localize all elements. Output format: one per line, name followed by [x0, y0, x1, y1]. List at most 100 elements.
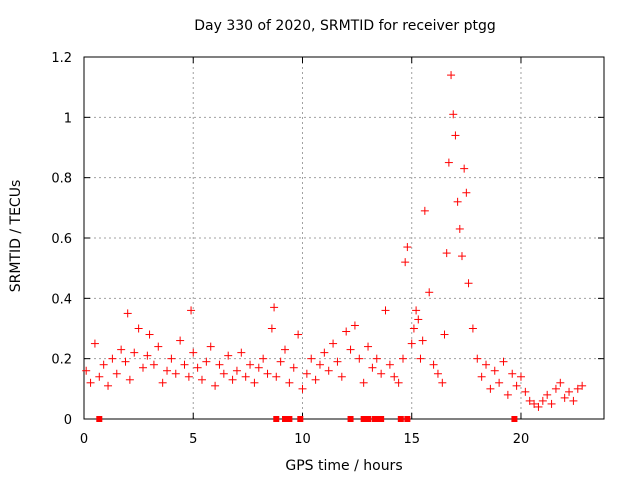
data-point — [86, 378, 95, 387]
data-point — [237, 348, 246, 357]
data-point — [187, 306, 196, 315]
data-point — [460, 164, 469, 173]
data-point — [464, 279, 473, 288]
data-point — [342, 327, 351, 336]
data-point — [381, 306, 390, 315]
data-point — [125, 375, 134, 384]
data-point — [516, 372, 525, 381]
data-point — [403, 243, 412, 252]
data-point — [538, 396, 547, 405]
data-point — [473, 354, 482, 363]
gap-marker — [297, 416, 304, 422]
data-point — [108, 354, 117, 363]
data-point — [565, 387, 574, 396]
data-point — [418, 336, 427, 345]
data-point — [250, 378, 259, 387]
data-point — [477, 372, 486, 381]
data-point — [329, 339, 338, 348]
data-point — [95, 372, 104, 381]
data-point — [99, 360, 108, 369]
data-point — [409, 324, 418, 333]
data-point — [578, 381, 587, 390]
data-point — [534, 402, 543, 411]
y-tick-label: 1.2 — [51, 51, 72, 66]
data-point — [495, 378, 504, 387]
data-point — [158, 378, 167, 387]
data-point — [455, 224, 464, 233]
data-point — [232, 366, 241, 375]
gap-marker — [273, 416, 280, 422]
data-point — [346, 345, 355, 354]
data-point — [333, 357, 342, 366]
data-point — [573, 384, 582, 393]
gap-marker — [404, 416, 411, 422]
data-point — [551, 384, 560, 393]
data-point — [167, 354, 176, 363]
data-point — [176, 336, 185, 345]
x-tick-label: 5 — [189, 432, 197, 447]
data-point — [130, 348, 139, 357]
data-point — [270, 303, 279, 312]
data-point — [440, 330, 449, 339]
data-point — [350, 321, 359, 330]
y-axis-label: SRMTID / TECUs — [8, 179, 24, 293]
data-point — [289, 363, 298, 372]
data-point — [246, 360, 255, 369]
data-point — [368, 363, 377, 372]
x-tick-label: 20 — [513, 432, 530, 447]
y-tick-label: 0.4 — [51, 292, 72, 307]
gap-marker — [378, 416, 385, 422]
data-point — [508, 369, 517, 378]
data-point — [433, 369, 442, 378]
data-point — [228, 375, 237, 384]
data-point — [521, 387, 530, 396]
data-point — [254, 363, 263, 372]
data-point — [407, 339, 416, 348]
data-point — [134, 324, 143, 333]
data-point — [241, 372, 250, 381]
data-point — [453, 197, 462, 206]
y-tick-label: 0 — [64, 413, 72, 428]
data-point — [377, 369, 386, 378]
data-point — [530, 399, 539, 408]
data-point — [193, 363, 202, 372]
data-point — [272, 372, 281, 381]
data-point — [123, 309, 132, 318]
data-point — [138, 363, 147, 372]
data-point — [486, 384, 495, 393]
data-point — [320, 348, 329, 357]
gap-marker — [286, 416, 293, 422]
data-point — [398, 354, 407, 363]
y-tick-label: 1 — [64, 111, 72, 126]
x-tick-label: 15 — [403, 432, 420, 447]
data-point — [145, 330, 154, 339]
data-point — [294, 330, 303, 339]
data-point — [412, 306, 421, 315]
gap-marker — [397, 416, 404, 422]
gap-marker — [360, 416, 367, 422]
y-tick-label: 0.8 — [51, 172, 72, 187]
grid — [84, 57, 604, 419]
data-points — [82, 71, 587, 422]
data-point — [143, 351, 152, 360]
data-point — [219, 369, 228, 378]
data-point — [385, 360, 394, 369]
data-point — [547, 399, 556, 408]
data-point — [154, 342, 163, 351]
gap-marker — [511, 416, 518, 422]
data-point — [425, 288, 434, 297]
data-point — [414, 315, 423, 324]
data-point — [503, 390, 512, 399]
data-point — [499, 357, 508, 366]
data-point — [556, 378, 565, 387]
data-point — [90, 339, 99, 348]
data-point — [285, 378, 294, 387]
data-point — [112, 369, 121, 378]
data-point — [324, 366, 333, 375]
data-point — [482, 360, 491, 369]
data-point — [104, 381, 113, 390]
data-point — [337, 372, 346, 381]
data-point — [525, 396, 534, 405]
data-point — [416, 354, 425, 363]
